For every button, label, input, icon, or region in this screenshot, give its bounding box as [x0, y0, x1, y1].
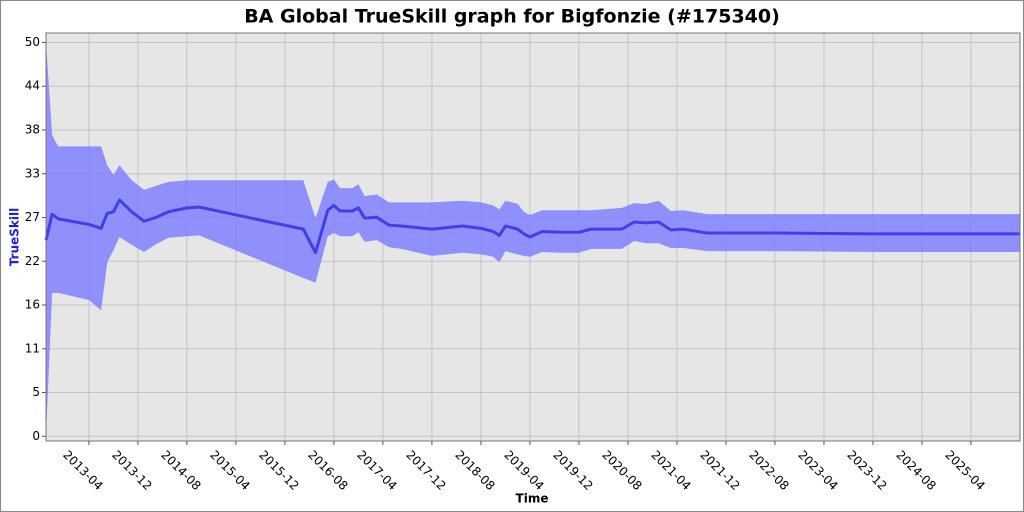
y-tick-label: 0 [32, 429, 40, 443]
y-tick-label: 16 [25, 297, 40, 311]
y-tick-label: 38 [25, 122, 40, 136]
chart-title: BA Global TrueSkill graph for Bigfonzie … [244, 6, 780, 28]
y-tick-label: 50 [25, 35, 40, 49]
y-tick-label: 22 [25, 254, 40, 268]
trueskill-line [44, 198, 1020, 255]
y-tick-label: 11 [25, 341, 40, 355]
uncertainty-band [46, 42, 1020, 437]
x-axis-label: Time [516, 492, 549, 506]
y-axis-label: TrueSkill [8, 208, 22, 266]
plot-border [45, 32, 1021, 442]
y-tick-label: 44 [25, 79, 40, 93]
y-tick-label: 5 [32, 385, 40, 399]
y-tick-label: 27 [25, 210, 40, 224]
y-tick-label: 33 [25, 166, 40, 180]
